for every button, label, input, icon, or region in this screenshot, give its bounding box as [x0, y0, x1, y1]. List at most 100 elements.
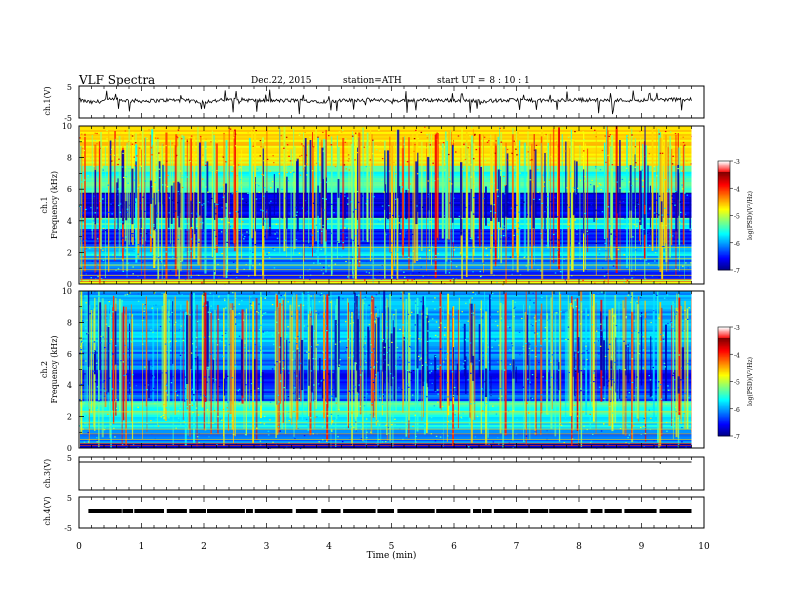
ch2-spec-speckle — [195, 346, 197, 348]
ch2-spec-gap — [300, 340, 304, 391]
ch1-spec-speckle — [593, 271, 595, 274]
ch2-spec-speckle — [231, 420, 234, 422]
ch2-spec-colorbar-cell — [718, 350, 730, 352]
ch1-spec-speckle — [322, 197, 324, 200]
ch1-spec-speckle — [339, 193, 341, 196]
ch2-spec-speckle — [628, 342, 630, 344]
ch2-spec-speckle — [153, 292, 156, 295]
ch1-spec-speckle — [271, 279, 274, 281]
ch1-spec-speckle — [664, 207, 666, 209]
ch2-spec-streak — [622, 300, 625, 435]
ch4-series-segment — [122, 509, 134, 513]
ch1-spec-speckle — [235, 211, 238, 213]
ch1-spec-speckle — [489, 187, 491, 189]
ch1-spec-gap — [190, 200, 192, 228]
ch2-spec-speckle — [407, 383, 409, 385]
ch1-spec-speckle — [179, 170, 182, 172]
ch2-spec-speckle — [650, 402, 653, 404]
ch1-spec-speckle — [119, 203, 122, 205]
ch1-spec-speckle — [591, 179, 593, 182]
ch1-spec-speckle — [494, 260, 496, 262]
ch2-spec-speckle — [322, 351, 325, 353]
ch1-spec-speckle — [188, 136, 190, 139]
ch2-spec-speckle — [434, 334, 437, 336]
ch2-spec-speckle — [227, 328, 229, 330]
ch2-spec-speckle — [287, 326, 289, 328]
ch1-spec-streak — [80, 146, 83, 282]
ch2-spec-speckle — [529, 299, 531, 301]
ch2-spec-speckle — [528, 353, 530, 356]
ch2-spec-speckle — [164, 414, 167, 416]
ch1-spec-speckle — [583, 139, 585, 141]
ch2-spec-speckle — [129, 387, 132, 389]
ch2-spec-speckle — [435, 435, 438, 437]
ch2-spec-speckle — [197, 320, 199, 323]
ch2-spec-speckle — [675, 427, 678, 429]
ch1-spec-speckle — [652, 280, 654, 282]
ch1-spec-colorbar-cell — [718, 163, 730, 166]
ch1-spec-speckle — [142, 196, 144, 198]
ch1-spec-speckle — [378, 129, 380, 131]
ch1-spec-streak — [531, 143, 533, 269]
ch1-spec-streak — [389, 136, 391, 253]
ch2-spec-colorbar-tick: -7 — [734, 434, 740, 441]
ch2-spec-speckle — [386, 321, 388, 323]
ch2-spec-speckle — [411, 311, 413, 313]
ch1-spec-speckle — [604, 135, 606, 137]
ch1-spec-streak — [303, 132, 304, 280]
ch1-spec-speckle — [314, 152, 316, 154]
ch2-spec-speckle — [150, 340, 152, 342]
ch2-spec-speckle — [353, 301, 356, 303]
ch2-spec-streak — [90, 310, 93, 413]
ch2-spec-speckle — [481, 317, 483, 319]
ch1-spec-speckle — [201, 282, 203, 284]
ch1-spec-colorbar-tick: -7 — [734, 268, 740, 275]
ch2-spec-speckle — [309, 417, 312, 419]
ch2-spec-speckle — [659, 341, 662, 343]
ch2-spec-speckle — [414, 324, 416, 326]
ch1-spec-speckle — [328, 160, 330, 162]
ch2-spec-speckle — [466, 353, 468, 355]
ch2-spec-gap — [382, 342, 384, 372]
ch2-spec-speckle — [459, 361, 462, 363]
ch1-spec-streak — [403, 136, 405, 238]
ch2-spec-colorbar-cell — [718, 359, 730, 362]
ch1-spec-speckle — [265, 211, 268, 213]
ch2-spec-speckle — [370, 312, 372, 314]
ch2-spec-speckle — [386, 298, 389, 300]
ch2-spec-speckle — [291, 315, 293, 317]
ch2-spec-speckle — [474, 436, 477, 438]
ch1-spec-speckle — [283, 147, 285, 149]
ch2-spec-speckle — [688, 307, 690, 309]
ch2-spec-speckle — [128, 382, 131, 384]
ch1-spec-speckle — [316, 250, 318, 252]
ch1-spec-speckle — [294, 206, 297, 209]
ch1-spec-streak — [215, 143, 218, 253]
ch2-spec-band — [80, 397, 692, 400]
ch2-spec-streak — [659, 302, 662, 447]
ch1-spec-colorbar-cell — [718, 191, 730, 193]
ch2-spec-band — [80, 422, 692, 426]
ch2-spec-speckle — [461, 311, 463, 313]
ch2-spec-speckle — [93, 370, 95, 372]
ch1-spec-speckle — [454, 139, 456, 142]
ch1-spec-speckle — [677, 168, 679, 170]
ch1-spec-speckle — [682, 265, 684, 267]
ch1-spec-speckle — [431, 246, 433, 248]
ch2-spec-colorbar-cell — [718, 386, 730, 389]
ch1-spec-speckle — [263, 174, 265, 176]
ch1-spec-speckle — [545, 252, 547, 254]
ch1-spec-streak — [517, 130, 519, 258]
ch2-spec-speckle — [128, 348, 130, 350]
ch2-spec-band — [80, 408, 692, 412]
ch1-spec-speckle — [225, 232, 227, 234]
ch1-spec-speckle — [196, 274, 198, 276]
ch2-spec-speckle — [334, 417, 336, 419]
ch2-spec-band — [80, 416, 692, 419]
ch1-spec-speckle — [138, 147, 141, 149]
ch1-spec-gap — [149, 180, 153, 204]
ch1-spec-streak — [441, 143, 444, 239]
ch2-spec-speckle — [398, 387, 400, 389]
ch2-spec-colorbar-cell — [718, 406, 730, 408]
ch1-spec-speckle — [509, 215, 512, 218]
